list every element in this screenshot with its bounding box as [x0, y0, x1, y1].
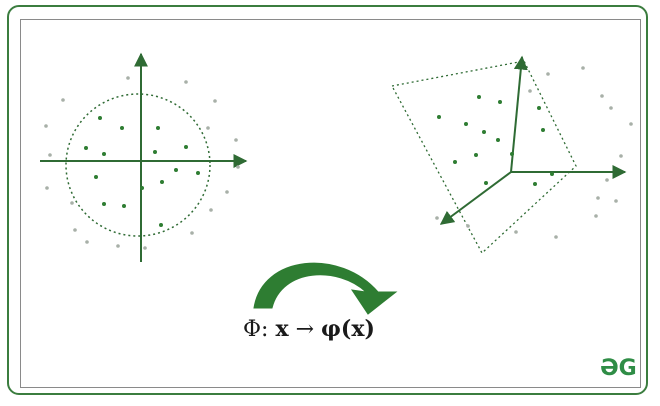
outer-frame: [7, 5, 648, 395]
inner-point: [122, 204, 126, 208]
outer-point: [116, 244, 120, 248]
outer-point: [435, 216, 439, 220]
inner-point: [498, 100, 502, 104]
inner-point: [184, 145, 188, 149]
outer-point: [609, 106, 613, 110]
outer-point: [528, 89, 532, 93]
outer-point: [619, 154, 623, 158]
outer-point: [225, 190, 229, 194]
outer-point: [234, 138, 238, 142]
outer-point: [596, 196, 600, 200]
outer-point: [85, 240, 89, 244]
inner-point: [160, 180, 164, 184]
inner-point: [156, 126, 160, 130]
outer-point: [514, 230, 518, 234]
inner-class-points-3d: [437, 95, 554, 186]
outer-class-points-3d: [435, 66, 633, 239]
outer-point: [546, 72, 550, 76]
inner-class-points: [84, 116, 200, 227]
feature-space-plot: [391, 55, 633, 255]
mapped-vector: φ(x): [321, 316, 375, 342]
input-vector: x: [275, 316, 289, 342]
inner-point: [550, 172, 554, 176]
outer-point: [466, 224, 470, 228]
outer-point: [629, 122, 633, 126]
outer-point: [45, 186, 49, 190]
outer-class-points: [44, 76, 240, 250]
decision-circle: [65, 93, 211, 237]
inner-point: [510, 152, 514, 156]
inner-point: [541, 128, 545, 132]
inner-point: [94, 175, 98, 179]
inner-point: [98, 116, 102, 120]
inner-point: [140, 186, 144, 190]
inner-point: [102, 202, 106, 206]
outer-point: [614, 199, 618, 203]
input-space-plot: [40, 52, 248, 262]
outer-point: [70, 201, 74, 205]
inner-point: [120, 126, 124, 130]
outer-point: [44, 124, 48, 128]
outer-point: [73, 228, 77, 232]
outer-point: [206, 126, 210, 130]
inner-point: [453, 160, 457, 164]
inner-point: [196, 171, 200, 175]
inner-point: [537, 106, 541, 110]
outer-point: [190, 231, 194, 235]
arrow-symbol: →: [295, 317, 315, 342]
inner-point: [159, 223, 163, 227]
outer-point: [209, 208, 213, 212]
logo: ƏG: [600, 356, 637, 381]
outer-point: [554, 235, 558, 239]
inner-point: [496, 138, 500, 142]
separating-plane: [391, 60, 577, 255]
inner-point: [533, 182, 537, 186]
outer-point: [48, 153, 52, 157]
inner-frame: [20, 19, 641, 388]
outer-point: [61, 98, 65, 102]
outer-point: [605, 178, 609, 182]
inner-point: [153, 150, 157, 154]
outer-point: [236, 165, 240, 169]
inner-point: [477, 95, 481, 99]
inner-point: [174, 168, 178, 172]
inner-point: [482, 130, 486, 134]
inner-point: [484, 181, 488, 185]
outer-point: [126, 76, 130, 80]
inner-point: [474, 153, 478, 157]
mapping-equation: Φ: x → φ(x): [243, 316, 375, 342]
inner-point: [464, 122, 468, 126]
curved-arrow-icon: [253, 262, 398, 315]
inner-point: [437, 115, 441, 119]
outer-point: [184, 80, 188, 84]
y-axis-3d: [439, 171, 512, 225]
inner-point: [102, 152, 106, 156]
phi-symbol: Φ:: [243, 317, 269, 342]
outer-point: [213, 99, 217, 103]
outer-point: [143, 246, 147, 250]
outer-point: [600, 94, 604, 98]
inner-point: [84, 146, 88, 150]
outer-point: [581, 66, 585, 70]
outer-point: [594, 214, 598, 218]
